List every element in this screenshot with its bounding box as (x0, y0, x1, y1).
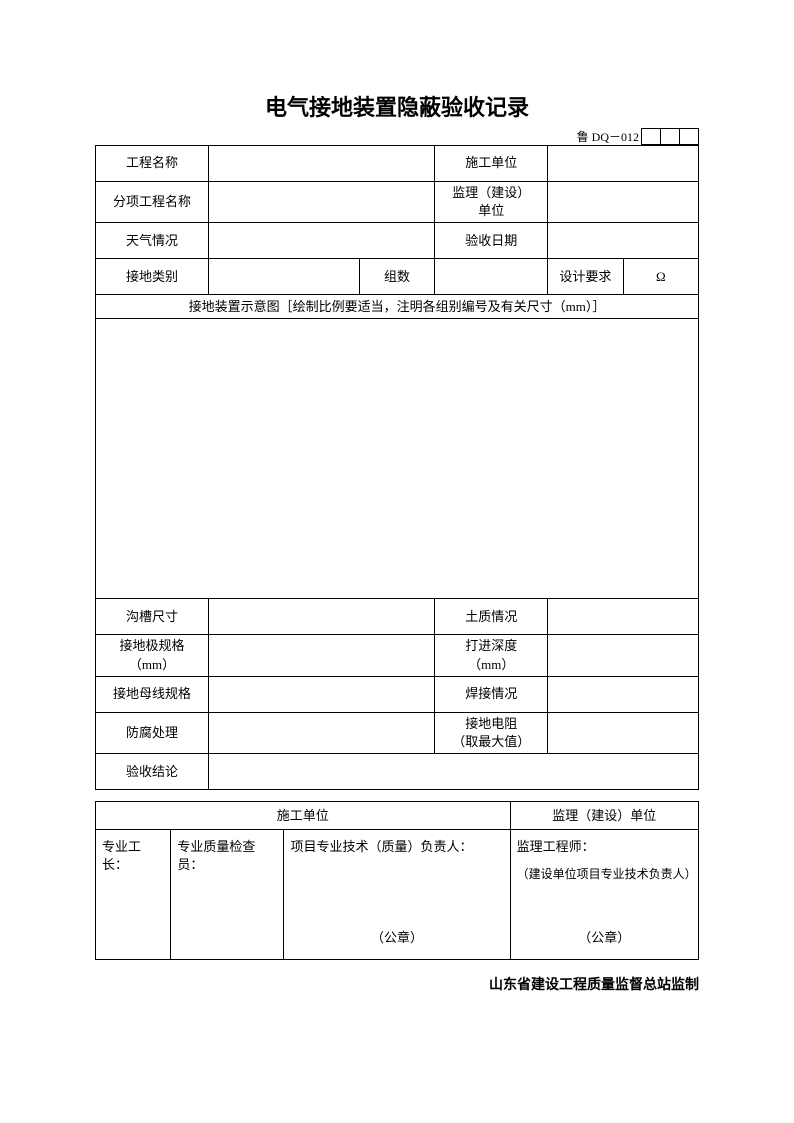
val-depth (548, 635, 699, 676)
val-weld (548, 676, 699, 712)
val-anticorrosion (209, 712, 435, 753)
sig-quality-inspector: 专业质量检查员： (171, 830, 284, 960)
val-trench (209, 599, 435, 635)
page-title: 电气接地装置隐蔽验收记录 (95, 90, 699, 122)
sig-supervisor-label-b: （建设单位项目专业技术负责人） (517, 866, 692, 883)
row-trench: 沟槽尺寸 土质情况 (96, 599, 699, 635)
row-diagram-header: 接地装置示意图［绘制比例要适当，注明各组别编号及有关尺寸（mm）］ (96, 295, 699, 319)
code-box (679, 128, 699, 145)
val-soil (548, 599, 699, 635)
sig-header-supervisor: 监理（建设）单位 (510, 802, 698, 830)
label-weather: 天气情况 (96, 223, 209, 259)
label-weld: 焊接情况 (435, 676, 548, 712)
diagram-area (96, 319, 699, 599)
sig-header-construct: 施工单位 (96, 802, 511, 830)
val-construct-unit (548, 146, 699, 182)
code-box (660, 128, 680, 145)
label-ground-type: 接地类别 (96, 259, 209, 295)
row-diagram (96, 319, 699, 599)
label-depth: 打进深度 （mm） (435, 635, 548, 676)
main-table: 工程名称 施工单位 分项工程名称 监理（建设） 单位 天气情况 验收日期 接地类… (95, 145, 699, 960)
label-pole-spec: 接地极规格 （mm） (96, 635, 209, 676)
sig-supervisor-label-a: 监理工程师： (517, 838, 692, 856)
val-groups (435, 259, 548, 295)
val-conclusion (209, 754, 699, 790)
label-groups: 组数 (359, 259, 434, 295)
gap-row (96, 790, 699, 802)
val-busbar (209, 676, 435, 712)
row-subproject: 分项工程名称 监理（建设） 单位 (96, 182, 699, 223)
row-conclusion: 验收结论 (96, 754, 699, 790)
row-pole-spec: 接地极规格 （mm） 打进深度 （mm） (96, 635, 699, 676)
label-accept-date: 验收日期 (435, 223, 548, 259)
row-project-name: 工程名称 施工单位 (96, 146, 699, 182)
val-pole-spec (209, 635, 435, 676)
val-subproject (209, 182, 435, 223)
label-project-name: 工程名称 (96, 146, 209, 182)
val-project-name (209, 146, 435, 182)
seal-construct: （公章） (284, 929, 509, 947)
label-design-req: 设计要求 (548, 259, 623, 295)
row-signatures: 专业工长： 专业质量检查员： 项目专业技术（质量）负责人： （公章） 监理工程师… (96, 830, 699, 960)
val-accept-date (548, 223, 699, 259)
form-code-boxes (641, 128, 699, 145)
sig-tech-manager: 项目专业技术（质量）负责人： （公章） (284, 830, 510, 960)
sig-foreman: 专业工长： (96, 830, 171, 960)
sig-foreman-label: 专业工长： (102, 839, 141, 872)
label-supervisor-unit: 监理（建设） 单位 (435, 182, 548, 223)
val-resistance (548, 712, 699, 753)
label-subproject: 分项工程名称 (96, 182, 209, 223)
sig-quality-label: 专业质量检查员： (177, 839, 255, 872)
row-anticorrosion: 防腐处理 接地电阻 （取最大值） (96, 712, 699, 753)
row-sig-header: 施工单位 监理（建设）单位 (96, 802, 699, 830)
seal-supervisor: （公章） (511, 929, 698, 947)
row-weather: 天气情况 验收日期 (96, 223, 699, 259)
footer: 山东省建设工程质量监督总站监制 (95, 974, 699, 994)
label-resistance: 接地电阻 （取最大值） (435, 712, 548, 753)
label-construct-unit: 施工单位 (435, 146, 548, 182)
val-supervisor-unit (548, 182, 699, 223)
row-ground-type: 接地类别 组数 设计要求 Ω (96, 259, 699, 295)
row-busbar: 接地母线规格 焊接情况 (96, 676, 699, 712)
label-soil: 土质情况 (435, 599, 548, 635)
sig-supervisor-eng: 监理工程师： （建设单位项目专业技术负责人） （公章） (510, 830, 698, 960)
label-busbar: 接地母线规格 (96, 676, 209, 712)
form-code-row: 鲁 DQ－012 (95, 128, 699, 145)
diagram-header: 接地装置示意图［绘制比例要适当，注明各组别编号及有关尺寸（mm）］ (96, 295, 699, 319)
code-box (641, 128, 661, 145)
sig-tech-label: 项目专业技术（质量）负责人： (290, 839, 472, 854)
form-code-label: 鲁 DQ－012 (577, 128, 639, 145)
val-ground-type (209, 259, 360, 295)
val-design-req: Ω (623, 259, 698, 295)
label-trench: 沟槽尺寸 (96, 599, 209, 635)
label-anticorrosion: 防腐处理 (96, 712, 209, 753)
label-conclusion: 验收结论 (96, 754, 209, 790)
val-weather (209, 223, 435, 259)
